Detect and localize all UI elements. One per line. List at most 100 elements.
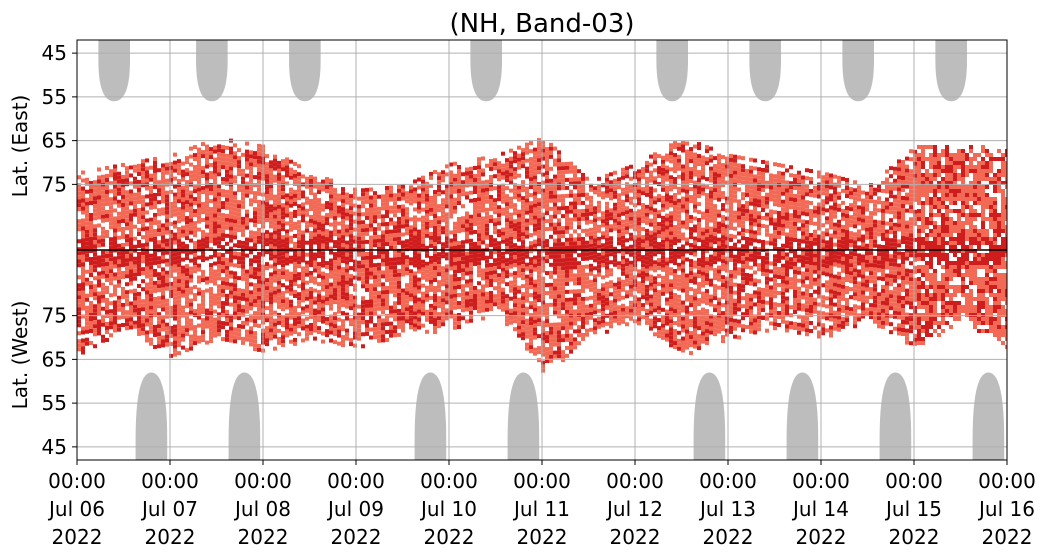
occurrence-cell — [345, 284, 349, 289]
occurrence-cell — [141, 279, 145, 284]
occurrence-cell — [381, 294, 385, 299]
occurrence-cell — [417, 317, 421, 322]
occurrence-cell — [161, 255, 165, 260]
occurrence-cell — [433, 206, 437, 211]
occurrence-cell — [601, 191, 605, 196]
occurrence-cell — [225, 285, 229, 290]
occurrence-cell — [429, 207, 433, 212]
occurrence-cell — [185, 320, 189, 325]
occurrence-cell — [513, 243, 517, 248]
occurrence-cell — [113, 260, 117, 265]
occurrence-cell — [501, 259, 505, 264]
occurrence-cell — [185, 280, 189, 285]
occurrence-cell — [593, 246, 597, 251]
occurrence-cell — [365, 275, 369, 280]
occurrence-cell — [173, 164, 177, 169]
occurrence-cell — [265, 298, 269, 303]
occurrence-cell — [281, 339, 285, 344]
occurrence-cell — [537, 158, 541, 163]
occurrence-cell — [453, 269, 457, 274]
occurrence-cell — [205, 216, 209, 221]
occurrence-cell — [321, 339, 325, 344]
occurrence-cell — [533, 179, 537, 184]
occurrence-cell — [285, 193, 289, 198]
occurrence-cell — [97, 195, 101, 200]
occurrence-cell — [241, 216, 245, 221]
occurrence-cell — [129, 201, 133, 206]
occurrence-cell — [285, 297, 289, 302]
occurrence-cell — [481, 192, 485, 197]
occurrence-cell — [541, 348, 545, 353]
occurrence-cell — [185, 328, 189, 333]
occurrence-cell — [125, 322, 129, 327]
occurrence-cell — [601, 211, 605, 216]
occurrence-cell — [361, 264, 365, 269]
occurrence-cell — [505, 174, 509, 179]
occurrence-cell — [517, 197, 521, 202]
occurrence-cell — [333, 244, 337, 249]
occurrence-cell — [121, 178, 125, 183]
occurrence-cell — [297, 240, 301, 245]
occurrence-cell — [101, 254, 105, 259]
occurrence-cell — [309, 186, 313, 191]
occurrence-cell — [277, 204, 281, 209]
occurrence-cell — [309, 278, 313, 283]
occurrence-cell — [225, 321, 229, 326]
occurrence-cell — [313, 288, 317, 293]
occurrence-cell — [641, 291, 645, 296]
occurrence-cell — [249, 258, 253, 263]
occurrence-cell — [165, 194, 169, 199]
occurrence-cell — [273, 218, 277, 223]
occurrence-cell — [453, 233, 457, 238]
occurrence-cell — [469, 174, 473, 179]
occurrence-cell — [645, 168, 649, 173]
occurrence-cell — [349, 206, 353, 211]
occurrence-cell — [517, 165, 521, 170]
occurrence-cell — [481, 172, 485, 177]
occurrence-cell — [269, 328, 273, 333]
occurrence-cell — [273, 262, 277, 267]
occurrence-cell — [253, 275, 257, 280]
occurrence-cell — [409, 241, 413, 246]
occurrence-cell — [453, 321, 457, 326]
occurrence-cell — [365, 207, 369, 212]
occurrence-cell — [373, 263, 377, 268]
occurrence-cell — [581, 256, 585, 261]
occurrence-cell — [377, 234, 381, 239]
occurrence-cell — [477, 161, 481, 166]
occurrence-cell — [253, 215, 257, 220]
occurrence-cell — [533, 311, 537, 316]
occurrence-cell — [293, 321, 297, 326]
occurrence-cell — [465, 299, 469, 304]
occurrence-cell — [265, 278, 269, 283]
occurrence-cell — [497, 233, 501, 238]
occurrence-cell — [609, 188, 613, 193]
occurrence-cell — [545, 163, 549, 168]
occurrence-cell — [517, 225, 521, 230]
occurrence-cell — [465, 167, 469, 172]
occurrence-cell — [137, 167, 141, 172]
occurrence-cell — [605, 201, 609, 206]
occurrence-cell — [89, 228, 93, 233]
occurrence-cell — [565, 329, 569, 334]
occurrence-cell — [445, 200, 449, 205]
occurrence-cell — [521, 328, 525, 333]
occurrence-cell — [377, 278, 381, 283]
occurrence-cell — [549, 282, 553, 287]
occurrence-cell — [549, 354, 553, 359]
occurrence-cell — [245, 173, 249, 178]
occurrence-cell — [361, 200, 365, 205]
occurrence-cell — [185, 224, 189, 229]
occurrence-cell — [249, 266, 253, 271]
occurrence-cell — [393, 221, 397, 226]
occurrence-cell — [337, 273, 341, 278]
occurrence-cell — [205, 256, 209, 261]
occurrence-cell — [273, 206, 277, 211]
occurrence-cell — [309, 326, 313, 331]
occurrence-cell — [577, 213, 581, 218]
occurrence-cell — [389, 321, 393, 326]
occurrence-cell — [521, 232, 525, 237]
occurrence-cell — [417, 249, 421, 254]
occurrence-cell — [201, 294, 205, 299]
occurrence-cell — [169, 205, 173, 210]
